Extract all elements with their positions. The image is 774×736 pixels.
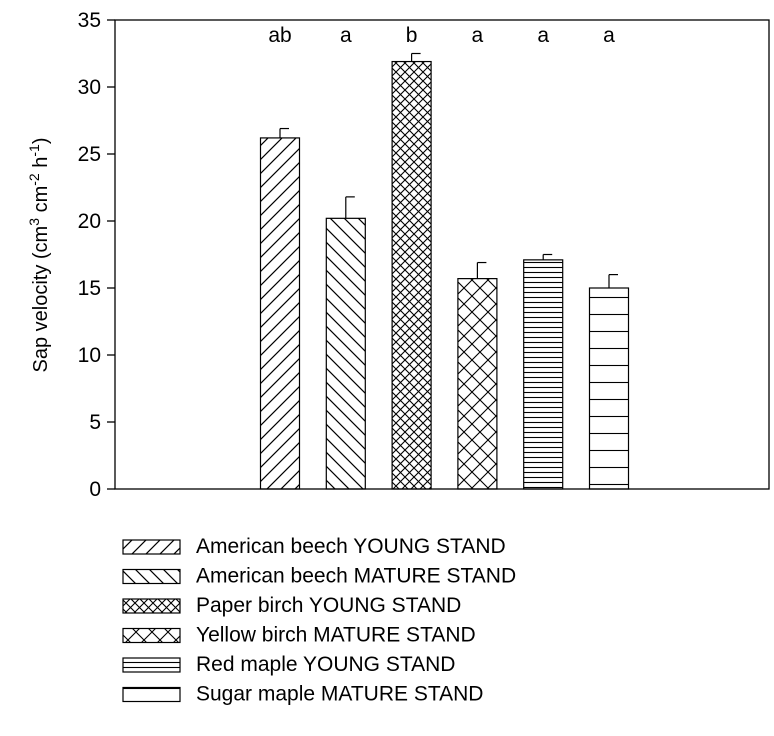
legend-label: Sugar maple MATURE STAND	[196, 683, 483, 706]
y-tick-label: 30	[78, 76, 101, 99]
legend-swatch	[122, 598, 181, 614]
significance-letters: ab a b a a a	[268, 24, 615, 47]
legend-swatch	[122, 627, 181, 644]
bar-series	[259, 52, 630, 490]
legend-swatch	[122, 657, 181, 673]
plot-frame	[114, 19, 770, 490]
y-axis-label: Sap velocity (cm3 cm-2 h-1)	[26, 138, 52, 373]
legend-label: Red maple YOUNG STAND	[196, 653, 455, 676]
significance-label: a	[472, 24, 484, 47]
bar	[259, 137, 301, 490]
y-axis-ticks: 0 5 10 15 20 25 30 35	[78, 9, 115, 501]
bar	[457, 278, 498, 490]
significance-label: a	[340, 24, 352, 47]
y-tick-label: 25	[78, 143, 101, 166]
legend-label: American beech MATURE STAND	[196, 565, 516, 588]
legend-label: American beech YOUNG STAND	[196, 535, 506, 558]
legend: American beech YOUNG STAND American beech…	[122, 535, 516, 706]
legend-swatch	[122, 539, 181, 555]
significance-label: ab	[268, 24, 291, 47]
bar	[588, 287, 630, 490]
y-tick-label: 5	[89, 411, 101, 434]
y-tick-label: 35	[78, 9, 101, 32]
y-tick-label: 0	[89, 478, 101, 501]
y-tick-label: 20	[78, 210, 101, 233]
legend-label: Paper birch YOUNG STAND	[196, 594, 461, 617]
significance-label: a	[537, 24, 549, 47]
y-tick-label: 15	[78, 277, 101, 300]
y-tick-label: 10	[78, 344, 101, 367]
legend-label: Yellow birch MATURE STAND	[196, 624, 476, 647]
legend-swatch	[122, 686, 181, 703]
bar	[391, 60, 432, 490]
significance-label: a	[603, 24, 615, 47]
significance-label: b	[406, 24, 418, 47]
bar	[523, 259, 564, 490]
legend-swatch	[122, 568, 181, 585]
bar	[325, 217, 366, 490]
